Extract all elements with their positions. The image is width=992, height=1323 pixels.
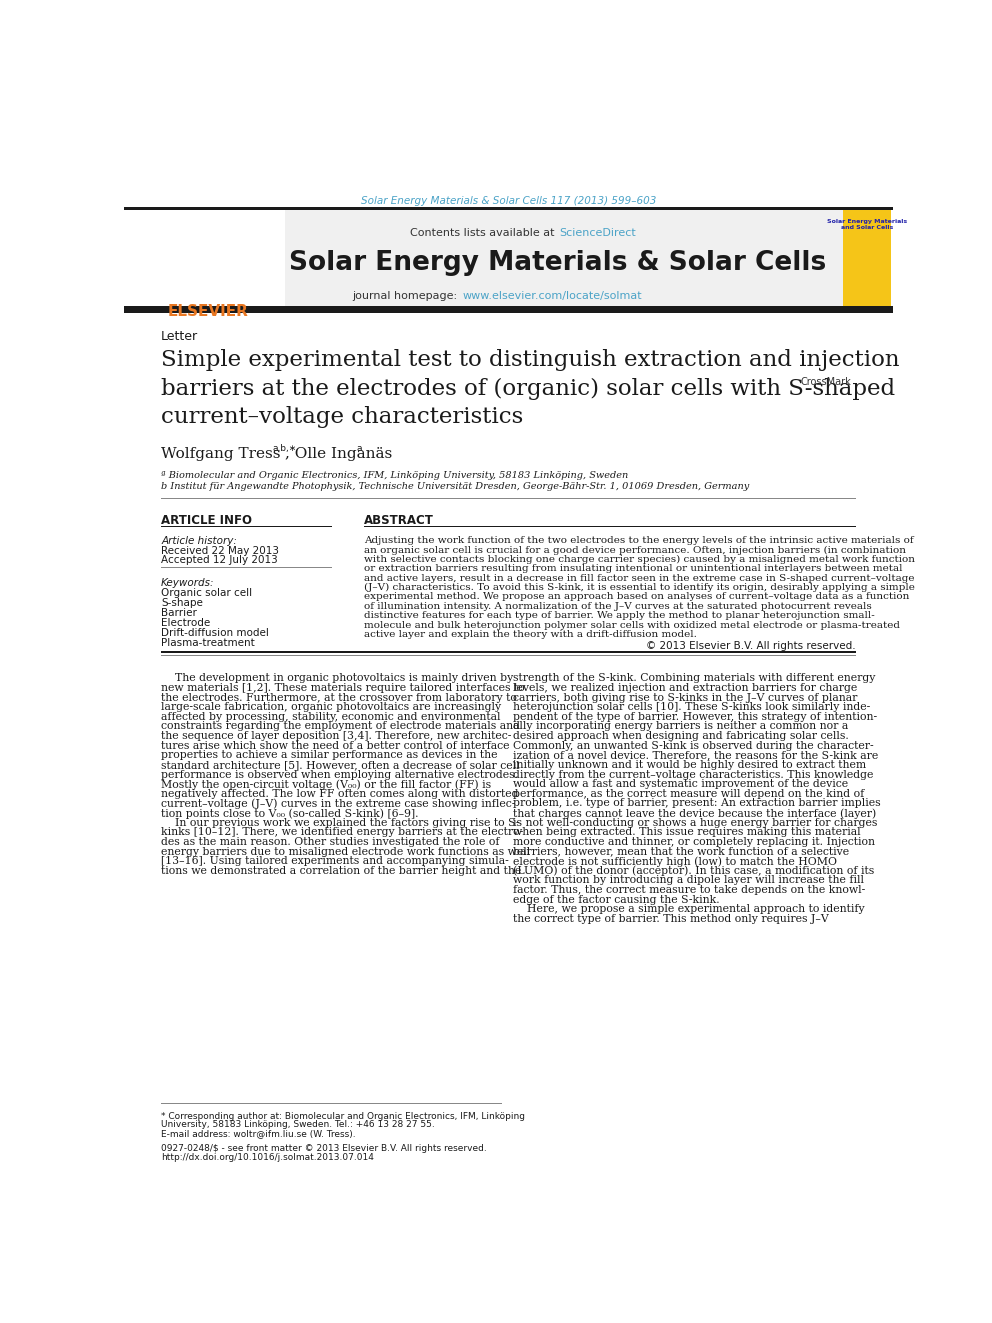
Text: with selective contacts blocking one charge carrier species) caused by a misalig: with selective contacts blocking one cha… <box>364 554 916 564</box>
Text: a,b,∗: a,b,∗ <box>273 443 297 452</box>
Bar <box>286 209 843 310</box>
Text: the sequence of layer deposition [3,4]. Therefore, new architec-: the sequence of layer deposition [3,4]. … <box>161 732 512 741</box>
Text: tions we demonstrated a correlation of the barrier height and the: tions we demonstrated a correlation of t… <box>161 865 522 876</box>
Text: Mostly the open-circuit voltage (V₀₀) or the fill factor (FF) is: Mostly the open-circuit voltage (V₀₀) or… <box>161 779 491 790</box>
Text: CrossMark: CrossMark <box>801 377 851 388</box>
Text: more conductive and thinner, or completely replacing it. Injection: more conductive and thinner, or complete… <box>513 837 875 847</box>
Text: Wolfgang Tress: Wolfgang Tress <box>161 447 281 460</box>
Text: (LUMO) of the donor (acceptor). In this case, a modification of its: (LUMO) of the donor (acceptor). In this … <box>513 865 874 876</box>
Text: new materials [1,2]. These materials require tailored interfaces to: new materials [1,2]. These materials req… <box>161 683 525 693</box>
Text: would allow a fast and systematic improvement of the device: would allow a fast and systematic improv… <box>513 779 848 789</box>
Text: work function by introducing a dipole layer will increase the fill: work function by introducing a dipole la… <box>513 876 864 885</box>
Text: Solar Energy Materials
and Solar Cells: Solar Energy Materials and Solar Cells <box>827 218 908 230</box>
Text: of illumination intensity. A normalization of the J–V curves at the saturated ph: of illumination intensity. A normalizati… <box>364 602 872 611</box>
Text: E-mail address: woltr@ifm.liu.se (W. Tress).: E-mail address: woltr@ifm.liu.se (W. Tre… <box>161 1129 356 1138</box>
Text: ABSTRACT: ABSTRACT <box>364 515 434 528</box>
Bar <box>843 209 891 310</box>
Text: carriers, both giving rise to S-kinks in the J–V curves of planar: carriers, both giving rise to S-kinks in… <box>513 692 857 703</box>
Text: performance is observed when employing alternative electrodes.: performance is observed when employing a… <box>161 770 518 779</box>
Text: Received 22 May 2013: Received 22 May 2013 <box>161 546 279 556</box>
Text: * Corresponding author at: Biomolecular and Organic Electronics, IFM, Linköping: * Corresponding author at: Biomolecular … <box>161 1113 525 1121</box>
Text: In our previous work we explained the factors giving rise to S-: In our previous work we explained the fa… <box>161 818 520 828</box>
Text: ARTICLE INFO: ARTICLE INFO <box>161 515 252 528</box>
Text: S-shape: S-shape <box>161 598 203 607</box>
Text: negatively affected. The low FF often comes along with distorted: negatively affected. The low FF often co… <box>161 789 519 799</box>
Text: The development in organic photovoltaics is mainly driven by: The development in organic photovoltaics… <box>161 673 514 683</box>
Text: [13–16]. Using tailored experiments and accompanying simula-: [13–16]. Using tailored experiments and … <box>161 856 509 867</box>
Text: Drift-diffusion model: Drift-diffusion model <box>161 627 269 638</box>
Bar <box>124 206 893 209</box>
Text: Article history:: Article history: <box>161 536 237 546</box>
Text: Organic solar cell: Organic solar cell <box>161 587 252 598</box>
Text: that charges cannot leave the device because the interface (layer): that charges cannot leave the device bec… <box>513 808 876 819</box>
Text: Electrode: Electrode <box>161 618 210 627</box>
Text: Keywords:: Keywords: <box>161 578 214 587</box>
Text: desired approach when designing and fabricating solar cells.: desired approach when designing and fabr… <box>513 732 849 741</box>
Text: initially unknown and it would be highly desired to extract them: initially unknown and it would be highly… <box>513 759 866 770</box>
Text: pendent of the type of barrier. However, this strategy of intention-: pendent of the type of barrier. However,… <box>513 712 877 722</box>
Text: http://dx.doi.org/10.1016/j.solmat.2013.07.014: http://dx.doi.org/10.1016/j.solmat.2013.… <box>161 1152 374 1162</box>
Text: (J–V) characteristics. To avoid this S-kink, it is essential to identify its ori: (J–V) characteristics. To avoid this S-k… <box>364 583 916 593</box>
Text: Simple experimental test to distinguish extraction and injection
barriers at the: Simple experimental test to distinguish … <box>161 349 900 429</box>
Text: the correct type of barrier. This method only requires J–V: the correct type of barrier. This method… <box>513 914 828 923</box>
Text: Solar Energy Materials & Solar Cells 117 (2013) 599–603: Solar Energy Materials & Solar Cells 117… <box>361 196 656 205</box>
Text: © 2013 Elsevier B.V. All rights reserved.: © 2013 Elsevier B.V. All rights reserved… <box>646 640 856 651</box>
Text: www.elsevier.com/locate/solmat: www.elsevier.com/locate/solmat <box>462 291 642 302</box>
Bar <box>161 651 856 654</box>
Bar <box>124 306 893 312</box>
Text: directly from the current–voltage characteristics. This knowledge: directly from the current–voltage charac… <box>513 770 873 779</box>
Text: active layer and explain the theory with a drift-diffusion model.: active layer and explain the theory with… <box>364 630 697 639</box>
Text: journal homepage:: journal homepage: <box>352 291 461 302</box>
Text: levels, we realized injection and extraction barriers for charge: levels, we realized injection and extrac… <box>513 683 857 693</box>
Text: Here, we propose a simple experimental approach to identify: Here, we propose a simple experimental a… <box>513 905 865 914</box>
Text: constraints regarding the employment of electrode materials and: constraints regarding the employment of … <box>161 721 520 732</box>
Text: University, 58183 Linköping, Sweden. Tel.: +46 13 28 27 55.: University, 58183 Linköping, Sweden. Tel… <box>161 1121 434 1130</box>
Text: Commonly, an unwanted S-kink is observed during the character-: Commonly, an unwanted S-kink is observed… <box>513 741 874 750</box>
Text: and active layers, result in a decrease in fill factor seen in the extreme case : and active layers, result in a decrease … <box>364 574 915 582</box>
Text: edge of the factor causing the S-kink.: edge of the factor causing the S-kink. <box>513 894 719 905</box>
Text: barriers, however, mean that the work function of a selective: barriers, however, mean that the work fu… <box>513 847 849 856</box>
Text: the electrodes. Furthermore, at the crossover from laboratory to: the electrodes. Furthermore, at the cros… <box>161 692 517 703</box>
Text: strength of the S-kink. Combining materials with different energy: strength of the S-kink. Combining materi… <box>513 673 875 683</box>
Text: ª Biomolecular and Organic Electronics, IFM, Linköping University, 58183 Linköpi: ª Biomolecular and Organic Electronics, … <box>161 471 629 480</box>
Text: , Olle Inganäs: , Olle Inganäs <box>286 447 393 460</box>
Text: electrode is not sufficiently high (low) to match the HOMO: electrode is not sufficiently high (low)… <box>513 856 837 867</box>
Text: standard architecture [5]. However, often a decrease of solar cell: standard architecture [5]. However, ofte… <box>161 759 520 770</box>
Text: large-scale fabrication, organic photovoltaics are increasingly: large-scale fabrication, organic photovo… <box>161 703 501 712</box>
Text: is not well-conducting or shows a huge energy barrier for charges: is not well-conducting or shows a huge e… <box>513 818 878 828</box>
Text: an organic solar cell is crucial for a good device performance. Often, injection: an organic solar cell is crucial for a g… <box>364 545 907 554</box>
Text: ization of a novel device. Therefore, the reasons for the S-kink are: ization of a novel device. Therefore, th… <box>513 750 878 761</box>
Text: Accepted 12 July 2013: Accepted 12 July 2013 <box>161 556 278 565</box>
Text: factor. Thus, the correct measure to take depends on the knowl-: factor. Thus, the correct measure to tak… <box>513 885 865 896</box>
Text: b Institut für Angewandte Photophysik, Technische Universität Dresden, George-Bä: b Institut für Angewandte Photophysik, T… <box>161 482 749 491</box>
Text: Adjusting the work function of the two electrodes to the energy levels of the in: Adjusting the work function of the two e… <box>364 536 914 545</box>
Text: Solar Energy Materials & Solar Cells: Solar Energy Materials & Solar Cells <box>290 250 826 275</box>
Text: when being extracted. This issue requires making this material: when being extracted. This issue require… <box>513 827 861 837</box>
Text: tures arise which show the need of a better control of interface: tures arise which show the need of a bet… <box>161 741 510 750</box>
Text: ally incorporating energy barriers is neither a common nor a: ally incorporating energy barriers is ne… <box>513 721 848 732</box>
Text: or extraction barriers resulting from insulating intentional or unintentional in: or extraction barriers resulting from in… <box>364 564 903 573</box>
Text: molecule and bulk heterojunction polymer solar cells with oxidized metal electro: molecule and bulk heterojunction polymer… <box>364 620 901 630</box>
Text: Barrier: Barrier <box>161 607 197 618</box>
Text: properties to achieve a similar performance as devices in the: properties to achieve a similar performa… <box>161 750 498 761</box>
Text: problem, i.e. type of barrier, present: An extraction barrier implies: problem, i.e. type of barrier, present: … <box>513 798 881 808</box>
Text: distinctive features for each type of barrier. We apply the method to planar het: distinctive features for each type of ba… <box>364 611 875 620</box>
Text: Letter: Letter <box>161 329 198 343</box>
Text: heterojunction solar cells [10]. These S-kinks look similarly inde-: heterojunction solar cells [10]. These S… <box>513 703 870 712</box>
Text: affected by processing, stability, economic and environmental: affected by processing, stability, econo… <box>161 712 501 722</box>
Text: tion points close to V₀₀ (so-called S-kink) [6–9].: tion points close to V₀₀ (so-called S-ki… <box>161 808 419 819</box>
Text: ELSEVIER: ELSEVIER <box>168 303 248 319</box>
Text: a: a <box>356 443 362 452</box>
Text: Contents lists available at: Contents lists available at <box>410 228 558 238</box>
Text: ScienceDirect: ScienceDirect <box>559 228 636 238</box>
Text: 0927-0248/$ - see front matter © 2013 Elsevier B.V. All rights reserved.: 0927-0248/$ - see front matter © 2013 El… <box>161 1144 487 1154</box>
Text: des as the main reason. Other studies investigated the role of: des as the main reason. Other studies in… <box>161 837 500 847</box>
Text: experimental method. We propose an approach based on analyses of current–voltage: experimental method. We propose an appro… <box>364 593 910 602</box>
Text: kinks [10–12]. There, we identified energy barriers at the electro-: kinks [10–12]. There, we identified ener… <box>161 827 524 837</box>
Text: energy barriers due to misaligned electrode work functions as well: energy barriers due to misaligned electr… <box>161 847 531 856</box>
Text: current–voltage (J–V) curves in the extreme case showing inflec-: current–voltage (J–V) curves in the extr… <box>161 798 516 808</box>
Text: performance, as the correct measure will depend on the kind of: performance, as the correct measure will… <box>513 789 864 799</box>
Text: Plasma-treatment: Plasma-treatment <box>161 638 255 648</box>
